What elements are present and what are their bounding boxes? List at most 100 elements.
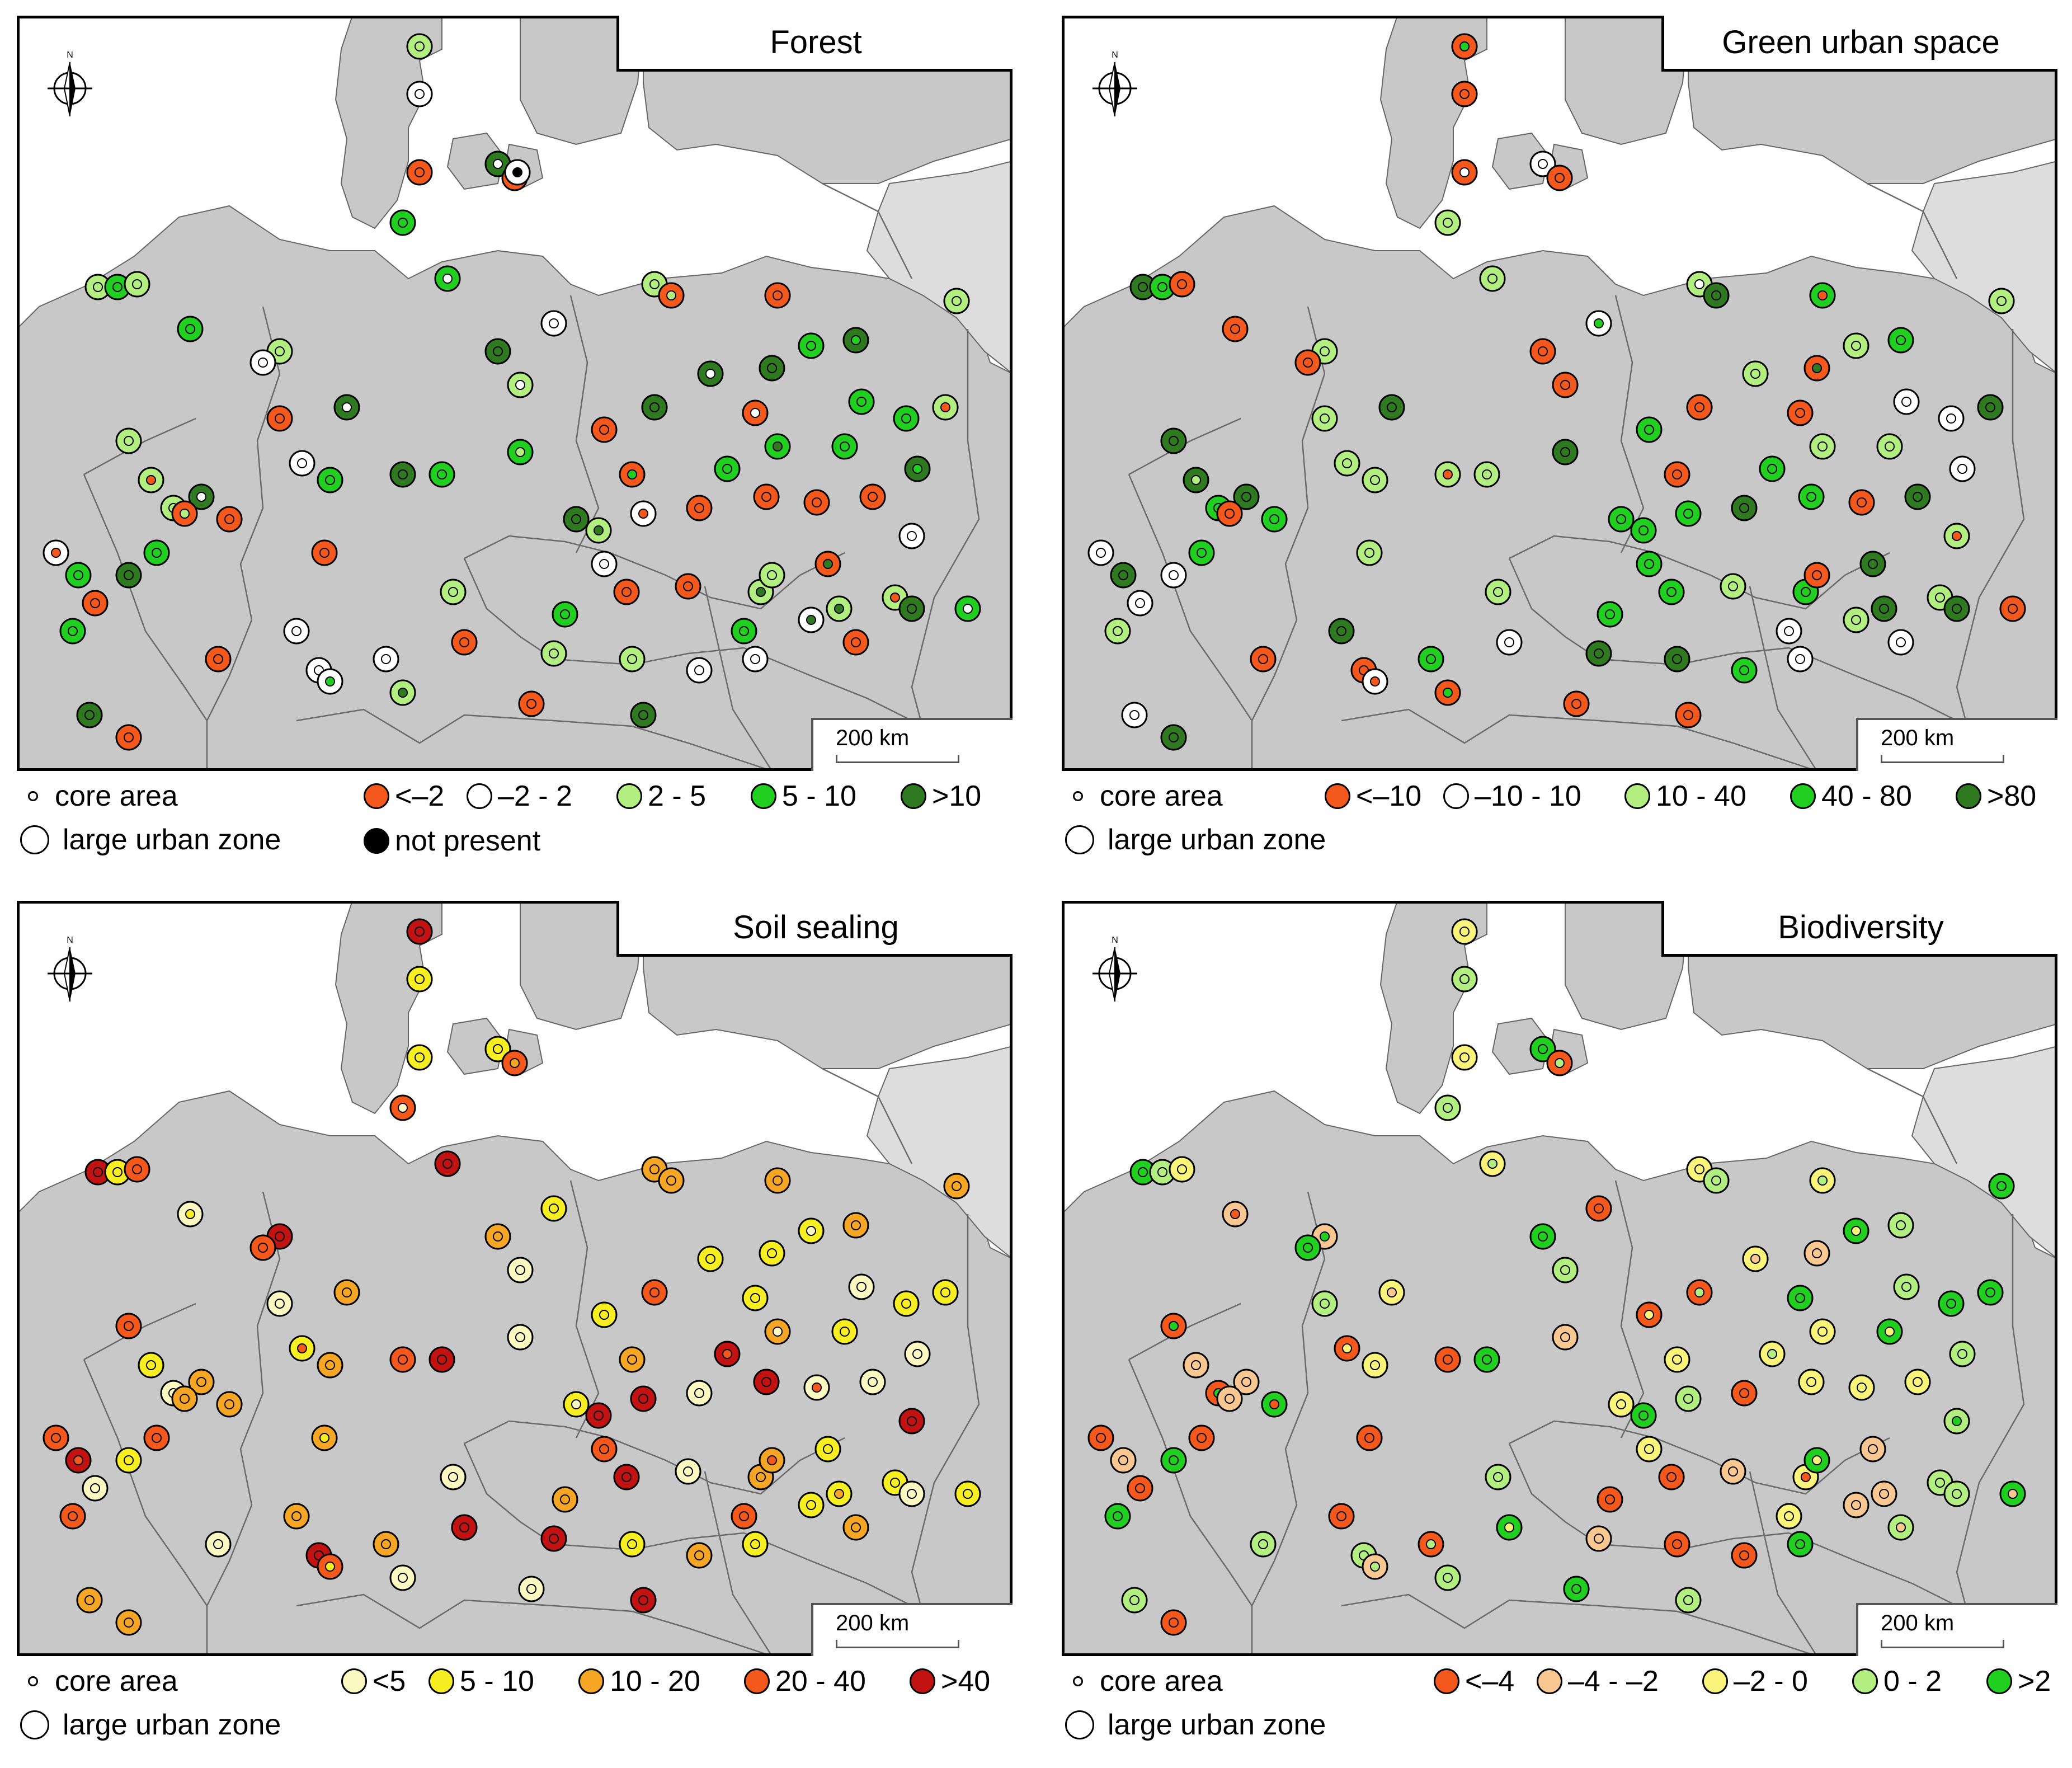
- city-symbol: [434, 265, 461, 292]
- city-symbol: [1876, 433, 1903, 460]
- core-area-marker: [2008, 604, 2018, 614]
- city-symbol: [1703, 282, 1730, 309]
- city-symbol: [764, 1318, 791, 1345]
- city-symbol: [115, 724, 142, 751]
- core-area-marker: [705, 1254, 715, 1264]
- core-area-marker: [907, 604, 917, 614]
- core-area-marker: [1459, 41, 1470, 51]
- city-symbol: [82, 1475, 109, 1502]
- core-area-marker: [1303, 1243, 1313, 1253]
- core-area-marker: [594, 1410, 604, 1421]
- city-symbol: [1451, 918, 1478, 945]
- core-area-marker: [594, 525, 604, 535]
- city-symbol: [501, 1050, 528, 1076]
- scale-bar: 200 km: [1856, 1603, 2057, 1656]
- city-symbol: [613, 1464, 640, 1490]
- core-area-marker: [739, 1511, 749, 1521]
- core-area-marker: [1784, 1511, 1794, 1521]
- city-symbol: [389, 679, 416, 706]
- country-border: [822, 182, 913, 279]
- city-symbol: [43, 539, 69, 566]
- city-symbol: [731, 1503, 757, 1530]
- city-symbol: [249, 1234, 276, 1261]
- legend-class-swatch: [1443, 783, 1469, 809]
- city-symbol: [1585, 1195, 1612, 1222]
- core-area-marker: [73, 570, 83, 580]
- core-area-marker: [1370, 1360, 1380, 1370]
- scale-label: 200 km: [836, 1611, 910, 1635]
- core-area-marker: [1946, 413, 1956, 424]
- core-area-marker: [448, 1472, 458, 1482]
- core-area-marker: [1739, 1550, 1749, 1560]
- core-area-marker: [1896, 637, 1906, 647]
- city-symbol: [759, 562, 785, 589]
- country-border: [464, 535, 845, 610]
- core-area-marker: [627, 1355, 637, 1365]
- core-area-marker: [1169, 1455, 1179, 1465]
- city-symbol: [630, 500, 657, 527]
- legend-class-item: 40 - 80: [1790, 779, 1912, 813]
- city-symbol: [764, 282, 791, 309]
- city-symbol: [1977, 1279, 2004, 1306]
- core-area-marker: [1638, 1410, 1649, 1421]
- city-symbol: [764, 1167, 791, 1194]
- core-area-marker: [638, 509, 648, 519]
- city-symbol: [1485, 579, 1511, 605]
- core-area-marker: [437, 469, 447, 479]
- core-area-marker: [599, 559, 609, 569]
- city-symbol: [205, 646, 232, 673]
- core-area-marker: [1795, 408, 1805, 418]
- core-area-marker: [2008, 1489, 2018, 1499]
- core-area-marker: [1504, 637, 1514, 647]
- core-area-marker: [1443, 688, 1453, 698]
- core-area-marker: [1694, 279, 1704, 289]
- core-area-marker: [694, 665, 704, 675]
- city-symbol: [540, 1525, 567, 1552]
- core-area-marker: [1885, 1327, 1895, 1337]
- city-symbol: [1731, 657, 1758, 684]
- city-symbol: [1887, 1514, 1914, 1541]
- legend-class-swatch: [1624, 783, 1650, 809]
- city-symbol: [59, 618, 86, 645]
- core-area-marker: [1482, 1355, 1492, 1365]
- city-symbol: [1787, 399, 1814, 426]
- city-symbol: [1434, 209, 1461, 236]
- legend-class-label: >2: [2018, 1665, 2051, 1698]
- country-border: [83, 474, 208, 721]
- city-symbol: [898, 1408, 925, 1435]
- core-area-marker: [694, 1550, 704, 1560]
- core-area-marker: [767, 1248, 777, 1258]
- core-area-marker: [1985, 1287, 1995, 1297]
- core-area-marker: [823, 1444, 833, 1454]
- core-area-marker: [1230, 1209, 1240, 1219]
- city-symbol: [563, 506, 590, 533]
- city-symbol: [289, 450, 315, 477]
- compass-letter: N: [1112, 935, 1118, 945]
- city-symbol: [842, 1514, 869, 1541]
- core-area-marker: [750, 408, 760, 418]
- city-symbol: [138, 467, 164, 493]
- core-area-marker: [1487, 1159, 1498, 1169]
- city-symbol: [686, 495, 713, 521]
- core-area-marker: [1857, 497, 1867, 507]
- core-area-marker: [1784, 626, 1794, 636]
- city-symbol: [1222, 1201, 1249, 1228]
- city-symbol: [317, 1352, 343, 1379]
- core-area-marker: [1459, 89, 1470, 99]
- core-area-marker: [1666, 1472, 1677, 1482]
- core-area-marker: [1113, 1511, 1123, 1521]
- city-symbol: [1121, 702, 1148, 728]
- city-symbol: [1636, 416, 1663, 443]
- city-symbol: [504, 159, 531, 186]
- core-area-marker: [297, 458, 307, 468]
- core-area-marker: [185, 324, 195, 334]
- city-symbol: [484, 151, 511, 177]
- core-area-marker: [325, 1562, 335, 1572]
- core-area-marker: [1683, 710, 1693, 720]
- legend-class-item: >2: [1986, 1664, 2051, 1698]
- core-area-marker: [185, 1209, 195, 1219]
- core-area-marker: [890, 1478, 900, 1488]
- core-area-marker: [756, 1472, 766, 1482]
- city-symbol: [1776, 618, 1802, 645]
- city-symbol: [1871, 595, 1897, 622]
